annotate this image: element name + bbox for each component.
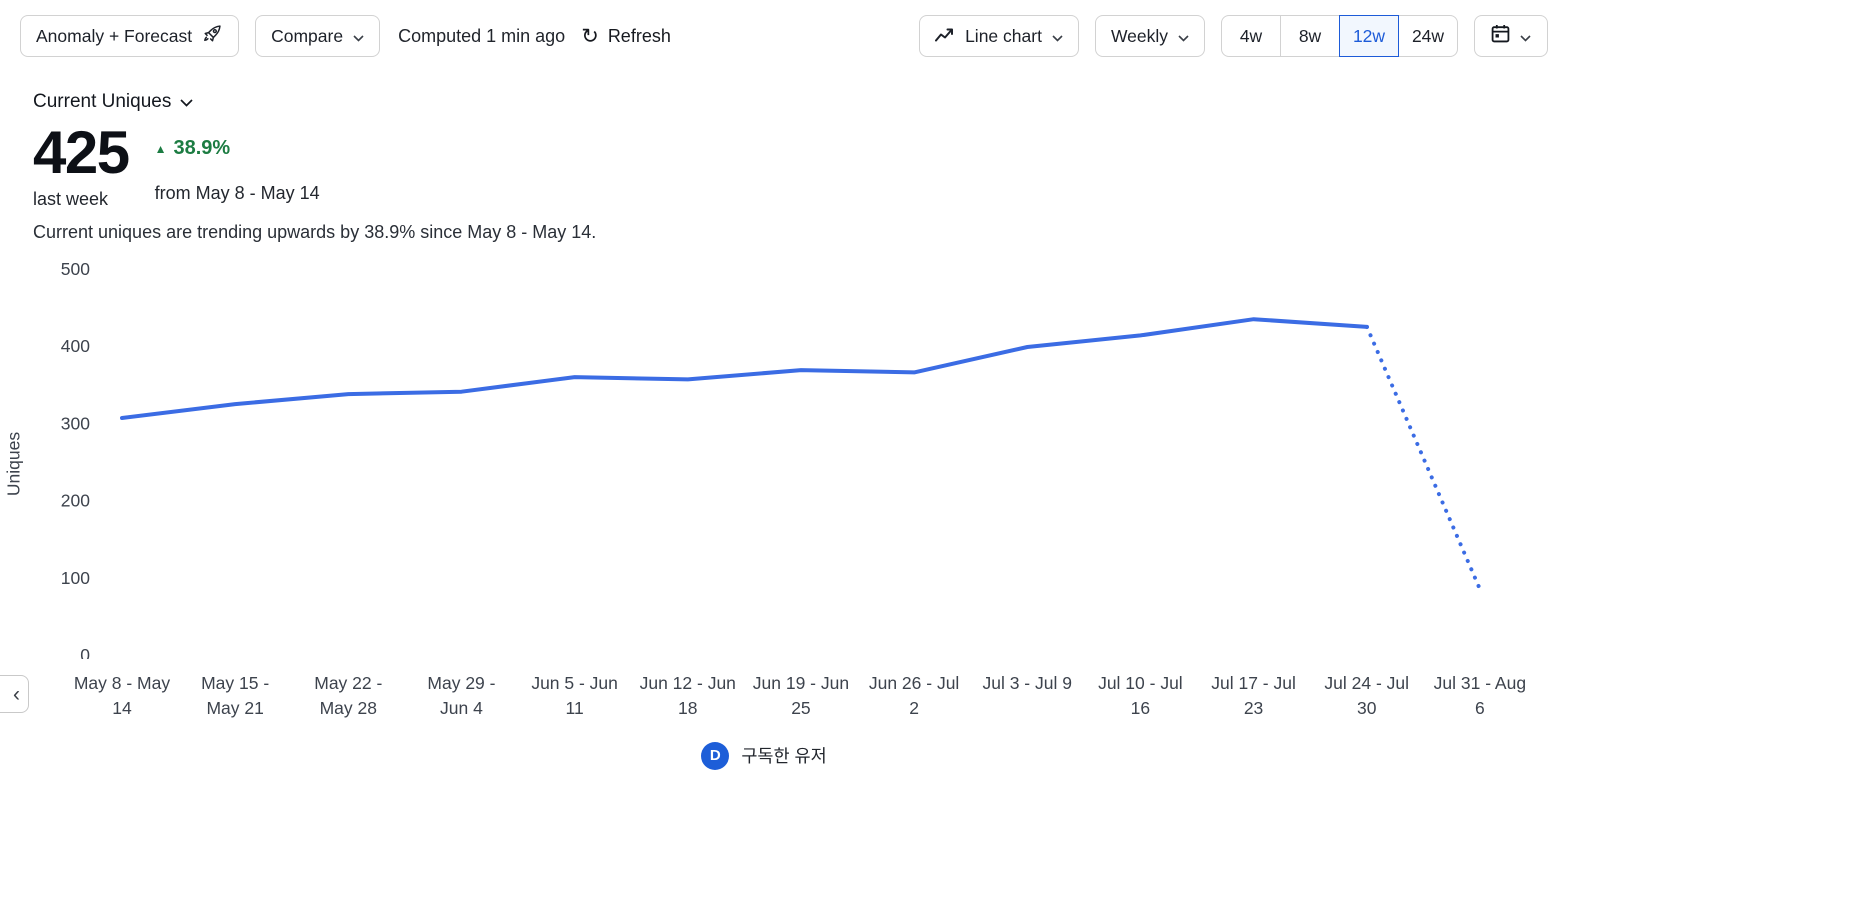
x-axis-label: Jul 3 - Jul 9 [982, 673, 1072, 693]
date-range-group: 4w 8w 12w 24w [1221, 15, 1458, 57]
x-axis-label: May 15 - May 21 [201, 673, 270, 719]
x-axis-label: Jun 5 - Jun 11 [531, 673, 618, 719]
refresh-label: Refresh [607, 25, 671, 46]
y-axis-title: Uniques [3, 431, 24, 497]
metric-change-pct: 38.9% [173, 137, 231, 159]
x-axis-label: Jul 10 - Jul 16 [1098, 673, 1183, 719]
x-axis-label: May 8 - May 14 [73, 673, 171, 719]
y-axis-tick: 500 [61, 259, 90, 279]
y-axis-tick: 400 [61, 336, 90, 356]
forecast-dotted-line [1364, 324, 1482, 592]
calendar-dropdown[interactable] [1474, 15, 1548, 57]
metric-name: Current Uniques [33, 91, 172, 112]
chevron-down-icon [1052, 26, 1063, 47]
line-chart[interactable]: 0 100 200 300 400 500 [0, 259, 1528, 659]
chevron-down-icon [1178, 26, 1189, 47]
refresh-icon: ↻ [581, 24, 599, 48]
x-axis-label: Jun 19 - Jun 25 [752, 673, 850, 719]
range-4w-button[interactable]: 4w [1221, 15, 1281, 57]
metric-selector[interactable]: Current Uniques [33, 91, 193, 113]
x-axis-label: May 22 - May 28 [314, 673, 383, 719]
x-axis-label: Jun 26 - Jul 2 [868, 673, 960, 719]
interval-label: Weekly [1110, 25, 1168, 46]
collapse-panel-button[interactable]: ‹ [0, 675, 29, 713]
x-axis-label: Jun 12 - Jun 18 [639, 673, 736, 719]
rocket-icon [202, 23, 223, 49]
anomaly-forecast-label: Anomaly + Forecast [36, 25, 193, 46]
compare-label: Compare [271, 25, 344, 46]
chart-type-label: Line chart [965, 25, 1042, 46]
metric-value-block: 425 last week [33, 119, 130, 210]
metric-value: 425 [33, 119, 130, 186]
trend-up-icon: ▲ [154, 141, 167, 156]
metric-change-block: ▲ 38.9% from May 8 - May 14 [155, 123, 320, 210]
range-24w-button[interactable]: 24w [1398, 15, 1458, 57]
series-name: 구독한 유저 [741, 746, 827, 767]
anomaly-forecast-button[interactable]: Anomaly + Forecast [20, 15, 240, 57]
x-axis-label: Jul 31 - Aug 6 [1433, 673, 1527, 719]
metric-period: last week [33, 189, 109, 209]
panel-content: Anomaly + Forecast Compare Co [0, 15, 1560, 770]
chevron-down-icon [180, 91, 193, 113]
x-axis-label: Jul 17 - Jul 23 [1211, 673, 1296, 719]
chart-type-dropdown[interactable]: Line chart [919, 15, 1079, 57]
refresh-button[interactable]: ↻ Refresh [581, 26, 671, 47]
computed-status: Computed 1 min ago [398, 25, 566, 46]
y-axis-tick: 300 [61, 413, 90, 433]
chevron-down-icon [1520, 26, 1531, 47]
x-axis: May 8 - May 14 May 15 - May 21 May 22 - Ma… [0, 671, 1548, 722]
range-8w-button[interactable]: 8w [1280, 15, 1340, 57]
metric-change: ▲ 38.9% [155, 137, 320, 160]
insight-text: Current uniques are trending upwards by … [33, 222, 597, 242]
x-axis-label: Jul 24 - Jul 30 [1324, 673, 1410, 719]
chart-area: Uniques 0 100 200 300 400 500 May 8 - May 14 M… [0, 259, 1548, 770]
series-line [120, 317, 1369, 420]
chart-legend[interactable]: D 구독한 유저 [0, 741, 1528, 770]
chevron-left-icon: ‹ [13, 682, 20, 706]
metric-header: Current Uniques 425 last week ▲ 38.9% fr… [33, 91, 1560, 243]
x-axis-label: May 29 - Jun 4 [427, 673, 496, 719]
series-badge: D [701, 741, 730, 770]
calendar-icon [1491, 24, 1510, 48]
comparison-period: from May 8 - May 14 [154, 183, 320, 203]
y-axis-tick: 200 [61, 491, 90, 511]
y-axis-tick: 0 [80, 645, 90, 659]
range-12w-button[interactable]: 12w [1339, 15, 1399, 57]
chevron-down-icon [353, 26, 364, 47]
line-chart-icon [935, 26, 955, 47]
interval-dropdown[interactable]: Weekly [1094, 15, 1205, 57]
y-axis-tick: 100 [61, 568, 90, 588]
compare-dropdown[interactable]: Compare [255, 15, 381, 57]
toolbar: Anomaly + Forecast Compare Co [20, 15, 1548, 57]
metric-summary: 425 last week ▲ 38.9% from May 8 - May 1… [33, 123, 1560, 210]
